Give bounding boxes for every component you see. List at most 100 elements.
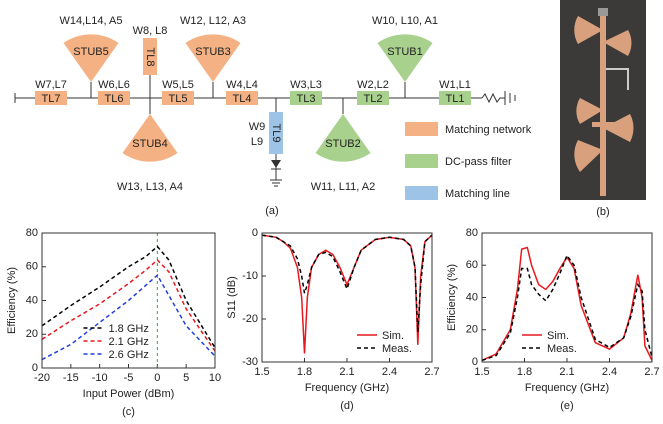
line-label: W5,L5: [162, 79, 194, 91]
x-tick-label: 2.4: [602, 366, 617, 378]
line-label: W2,L2: [357, 79, 389, 91]
legend-label: Meas.: [547, 343, 577, 355]
transmission-line: [35, 91, 67, 105]
plot-frame: [41, 232, 216, 369]
line-name: TL8: [144, 48, 156, 67]
line-name: TL4: [233, 93, 252, 105]
x-tick-label: 1.8: [297, 366, 312, 378]
line-name: TL6: [105, 93, 124, 105]
transmission-line: [143, 38, 157, 75]
photo-connector: [598, 8, 608, 16]
x-tick-label: -5: [124, 372, 134, 384]
photo-stub: [574, 16, 603, 44]
legend-label: 1.8 GHz: [109, 323, 149, 335]
y-tick-label: 60: [466, 259, 478, 271]
legend-label: Matching network: [445, 124, 532, 136]
y-tick-label: 0: [32, 362, 38, 374]
transmission-line: [290, 91, 322, 105]
line-label: W4,L4: [226, 79, 258, 91]
line-label: W6,L6: [98, 79, 130, 91]
y-axis-label: S11 (dB): [226, 276, 238, 319]
photo: [560, 0, 646, 200]
plot-frame: [481, 232, 653, 363]
y-tick-label: 20: [26, 328, 38, 340]
stub-label: W14,L14, A5: [60, 15, 123, 27]
photo-wire: [627, 68, 629, 90]
y-tick-label: 80: [26, 227, 38, 239]
panel-label: (d): [340, 400, 353, 412]
panel-label: (e): [560, 400, 573, 412]
transmission-line: [162, 91, 194, 105]
line-label: L9: [251, 136, 263, 148]
legend-label: Meas.: [382, 343, 412, 355]
x-tick-label: 2.7: [424, 366, 439, 378]
line-name: TL3: [297, 93, 316, 105]
y-tick-label: -10: [242, 270, 258, 282]
x-tick-label: 2.4: [382, 366, 397, 378]
legend-swatch: [405, 154, 438, 168]
stub-name: STUB4: [132, 138, 167, 150]
photo-trace: [600, 8, 606, 196]
stub-name: STUB2: [325, 138, 360, 150]
x-tick-label: 2.1: [339, 366, 354, 378]
radial-stub: [122, 114, 178, 162]
radial-stub: [315, 114, 371, 162]
x-tick-label: 0: [154, 372, 160, 384]
diode: [271, 160, 281, 168]
stub-label: W13, L13, A4: [117, 181, 183, 193]
y-tick-label: 40: [26, 294, 38, 306]
legend-label: Matching line: [445, 188, 510, 200]
line-name: TL7: [42, 93, 61, 105]
x-tick-label: 2.7: [644, 366, 659, 378]
y-tick-label: 80: [466, 227, 478, 239]
line-name: TL9: [270, 124, 282, 143]
series-line: [41, 258, 216, 352]
x-axis-label: Input Power (dBm): [83, 388, 175, 400]
series-line: [41, 274, 216, 361]
transmission-line: [98, 91, 130, 105]
x-tick-label: -20: [34, 372, 50, 384]
y-tick-label: 40: [466, 291, 478, 303]
line-name: TL5: [169, 93, 188, 105]
stub-label: W12, L12, A3: [180, 15, 246, 27]
radial-stub: [63, 34, 119, 82]
series-line: [481, 246, 653, 362]
x-tick-label: 2.1: [559, 366, 574, 378]
panel-label: (b): [596, 206, 609, 218]
y-tick-label: 0: [472, 356, 478, 368]
transmission-line: [357, 91, 389, 105]
photo-stub: [574, 140, 603, 172]
y-axis-label: Efficiency (%): [6, 267, 18, 334]
stub-name: STUB1: [387, 46, 422, 58]
x-tick-label: 5: [183, 372, 189, 384]
line-label: W7,L7: [35, 79, 67, 91]
y-axis-label: Efficiency (%): [446, 264, 458, 331]
series-line: [261, 234, 433, 354]
x-axis-label: Frequency (GHz): [305, 382, 389, 394]
x-tick-label: -10: [92, 372, 108, 384]
series-line: [261, 234, 433, 332]
legend-label: Sim.: [382, 330, 404, 342]
x-tick-label: 1.5: [254, 366, 269, 378]
y-tick-label: -30: [242, 356, 258, 368]
y-tick-label: 20: [466, 324, 478, 336]
transmission-line: [439, 91, 471, 105]
line-label: W1,L1: [439, 79, 471, 91]
x-tick-label: 1.8: [517, 366, 532, 378]
line-name: TL2: [364, 93, 383, 105]
line-label: W9: [249, 121, 266, 133]
stub-name: STUB5: [73, 46, 108, 58]
photo-stub: [603, 114, 634, 142]
series-line: [481, 254, 653, 362]
photo-stub: [576, 98, 603, 124]
transmission-line: [226, 91, 258, 105]
photo-stub: [603, 30, 632, 56]
radial-stub: [185, 34, 241, 82]
stub-name: STUB3: [195, 46, 230, 58]
x-tick-label: -15: [63, 372, 79, 384]
legend-label: Sim.: [547, 330, 569, 342]
legend-swatch: [405, 122, 438, 136]
y-tick-label: -20: [242, 313, 258, 325]
